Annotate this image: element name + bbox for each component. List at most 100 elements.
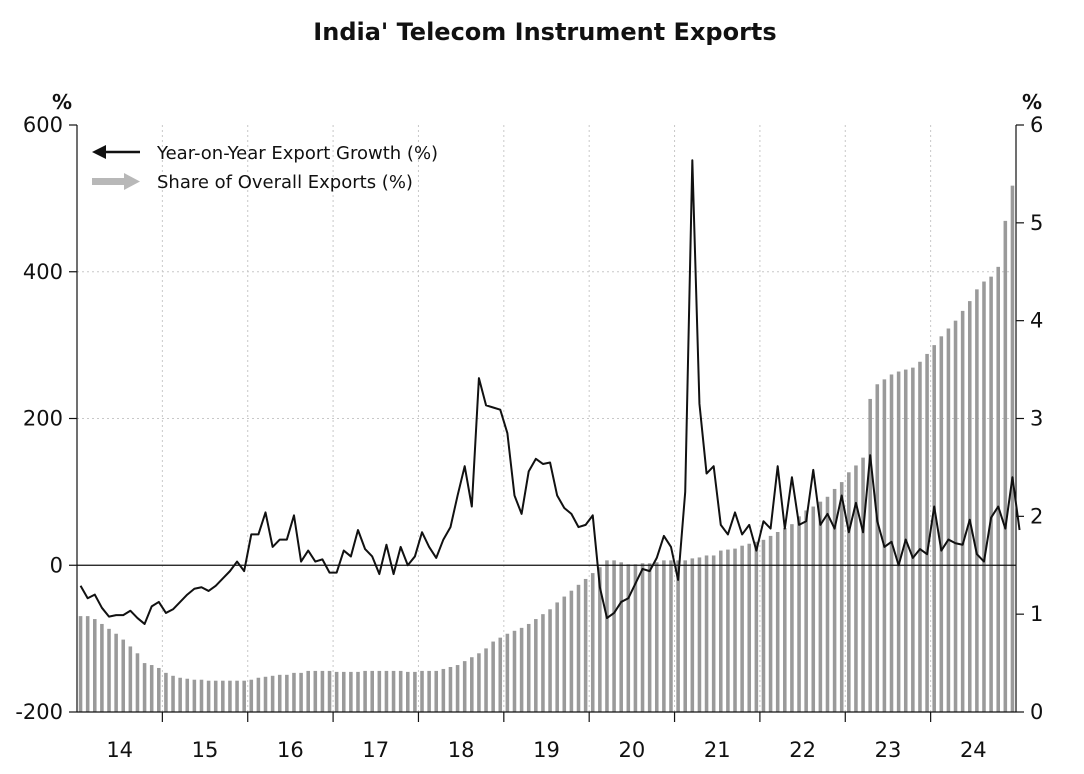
right-tick-label: 5 xyxy=(1030,211,1043,235)
share-bar xyxy=(975,289,979,712)
right-tick-label: 4 xyxy=(1030,309,1043,333)
share-bar xyxy=(526,623,531,712)
share-bar xyxy=(434,670,439,712)
share-bar xyxy=(960,310,965,712)
share-bar xyxy=(505,633,510,712)
share-bar xyxy=(341,671,346,712)
right-axis-unit: % xyxy=(1022,90,1042,114)
share-bar xyxy=(982,281,986,712)
share-bar xyxy=(384,670,389,712)
x-tick-label: 22 xyxy=(789,738,816,762)
right-tick-label: 3 xyxy=(1030,407,1043,431)
share-bar xyxy=(747,543,752,712)
share-bar xyxy=(221,680,225,712)
share-bar xyxy=(93,619,97,712)
share-bar xyxy=(249,679,254,712)
share-bar xyxy=(676,560,680,712)
share-bar xyxy=(1003,220,1008,713)
share-bar xyxy=(135,653,140,712)
share-bar xyxy=(484,648,488,712)
share-bar xyxy=(711,555,716,712)
share-bar xyxy=(391,670,396,712)
share-bar xyxy=(598,567,602,712)
share-bar xyxy=(142,663,147,712)
share-bar xyxy=(804,510,808,712)
share-bar xyxy=(548,609,552,712)
share-bar xyxy=(775,531,780,712)
share-bar xyxy=(121,639,126,712)
x-tick-label: 18 xyxy=(448,738,475,762)
share-bar xyxy=(541,614,545,712)
share-bar xyxy=(640,563,645,712)
share-bar xyxy=(206,680,211,712)
share-bar xyxy=(626,564,631,712)
share-bar xyxy=(178,677,182,712)
share-bar xyxy=(263,676,268,712)
share-bar xyxy=(413,671,417,712)
share-bar xyxy=(555,602,559,712)
share-bars xyxy=(78,185,1015,713)
share-bar xyxy=(491,641,495,712)
share-bar xyxy=(164,672,168,712)
share-bar xyxy=(534,619,538,712)
share-bar xyxy=(925,353,929,712)
share-bar xyxy=(149,665,154,712)
share-bar xyxy=(562,596,567,712)
share-bar xyxy=(334,671,339,712)
share-bar xyxy=(797,516,801,712)
share-bar xyxy=(875,384,880,712)
share-bar xyxy=(612,560,616,712)
gridlines xyxy=(77,125,1016,712)
share-bar xyxy=(235,680,239,712)
share-bar xyxy=(619,562,623,712)
share-bar xyxy=(327,670,332,712)
share-bar xyxy=(185,678,190,712)
left-tick-label: 600 xyxy=(23,113,63,137)
share-bar xyxy=(192,679,197,712)
share-bar xyxy=(761,539,766,712)
share-bar xyxy=(654,562,659,712)
share-bar xyxy=(455,665,460,712)
right-axis-ticks: 6 5 4 3 2 1 0 xyxy=(1016,113,1043,724)
share-bar xyxy=(114,633,118,712)
share-bar xyxy=(363,670,367,712)
share-bar xyxy=(242,680,246,712)
share-bar xyxy=(370,670,374,712)
share-bar xyxy=(213,680,218,712)
share-bar xyxy=(107,628,111,712)
share-bar xyxy=(320,670,325,712)
share-bar xyxy=(690,558,695,712)
share-bar xyxy=(861,457,865,712)
share-bar xyxy=(967,301,972,712)
right-tick-label: 0 xyxy=(1030,700,1043,724)
share-bar xyxy=(911,367,915,712)
share-bar xyxy=(839,482,844,712)
right-tick-label: 6 xyxy=(1030,113,1043,137)
share-bar xyxy=(896,371,901,712)
share-bar xyxy=(953,320,958,712)
share-bar xyxy=(811,506,816,712)
share-bar xyxy=(754,541,759,712)
left-tick-label: 0 xyxy=(50,553,63,577)
share-bar xyxy=(448,666,453,712)
share-bar xyxy=(918,361,922,712)
chart-title: India' Telecom Instrument Exports xyxy=(313,18,776,46)
x-tick-label: 19 xyxy=(533,738,560,762)
share-bar xyxy=(157,667,161,712)
share-bar xyxy=(171,675,175,712)
share-bar xyxy=(277,674,282,712)
share-bar xyxy=(100,623,104,712)
share-bar xyxy=(498,637,503,712)
share-bar xyxy=(78,616,83,712)
share-bar xyxy=(740,545,744,712)
share-bar xyxy=(292,672,296,712)
share-bar xyxy=(832,488,837,712)
share-bar xyxy=(854,465,858,712)
share-bar xyxy=(576,584,581,712)
share-bar xyxy=(633,564,638,712)
share-bar xyxy=(462,661,467,712)
share-bar xyxy=(726,549,730,712)
share-bar xyxy=(825,496,830,712)
share-bar xyxy=(199,679,204,712)
left-tick-label: -200 xyxy=(15,700,63,724)
